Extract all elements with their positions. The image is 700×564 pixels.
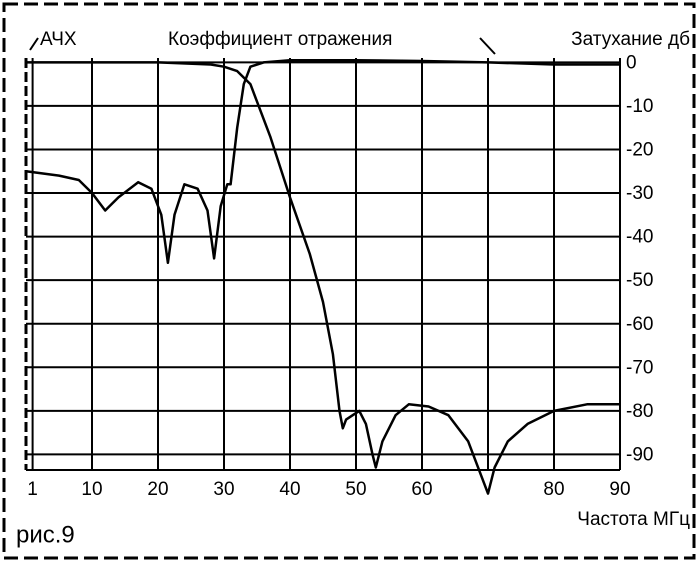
x-tick-label: 60 [411, 479, 432, 500]
y-tick-label: -20 [626, 140, 653, 161]
x-tick-label: 1 [27, 479, 38, 500]
y-tick-label: -80 [626, 401, 653, 422]
x-tick-label: 80 [543, 479, 564, 500]
x-tick-label: 30 [213, 479, 234, 500]
y-tick-label: -40 [626, 227, 653, 248]
x-tick-label: 10 [81, 479, 102, 500]
series-line [25, 58, 620, 265]
y-tick-label: -70 [626, 357, 653, 378]
x-tick-label: 20 [147, 479, 168, 500]
x-tick-label: 40 [279, 479, 300, 500]
y-tick-label: -60 [626, 314, 653, 335]
series-line [26, 61, 620, 495]
x-axis-label: Частота МГц [577, 509, 690, 530]
series-label: Коэффициент отражения [168, 29, 392, 50]
y-tick-label: 0 [626, 52, 637, 73]
pointer [29, 37, 39, 51]
y-axis-label: Затухание дб [571, 29, 690, 50]
series-label: АЧХ [40, 29, 77, 50]
x-tick-label: 90 [609, 479, 630, 500]
y-tick-label: -30 [626, 183, 653, 204]
y-tick-label: -10 [626, 96, 653, 117]
y-tick-label: -50 [626, 270, 653, 291]
caption: рис.9 [16, 521, 75, 548]
x-tick-label: 50 [345, 479, 366, 500]
pointer [479, 37, 496, 55]
y-tick-label: -90 [626, 444, 653, 465]
